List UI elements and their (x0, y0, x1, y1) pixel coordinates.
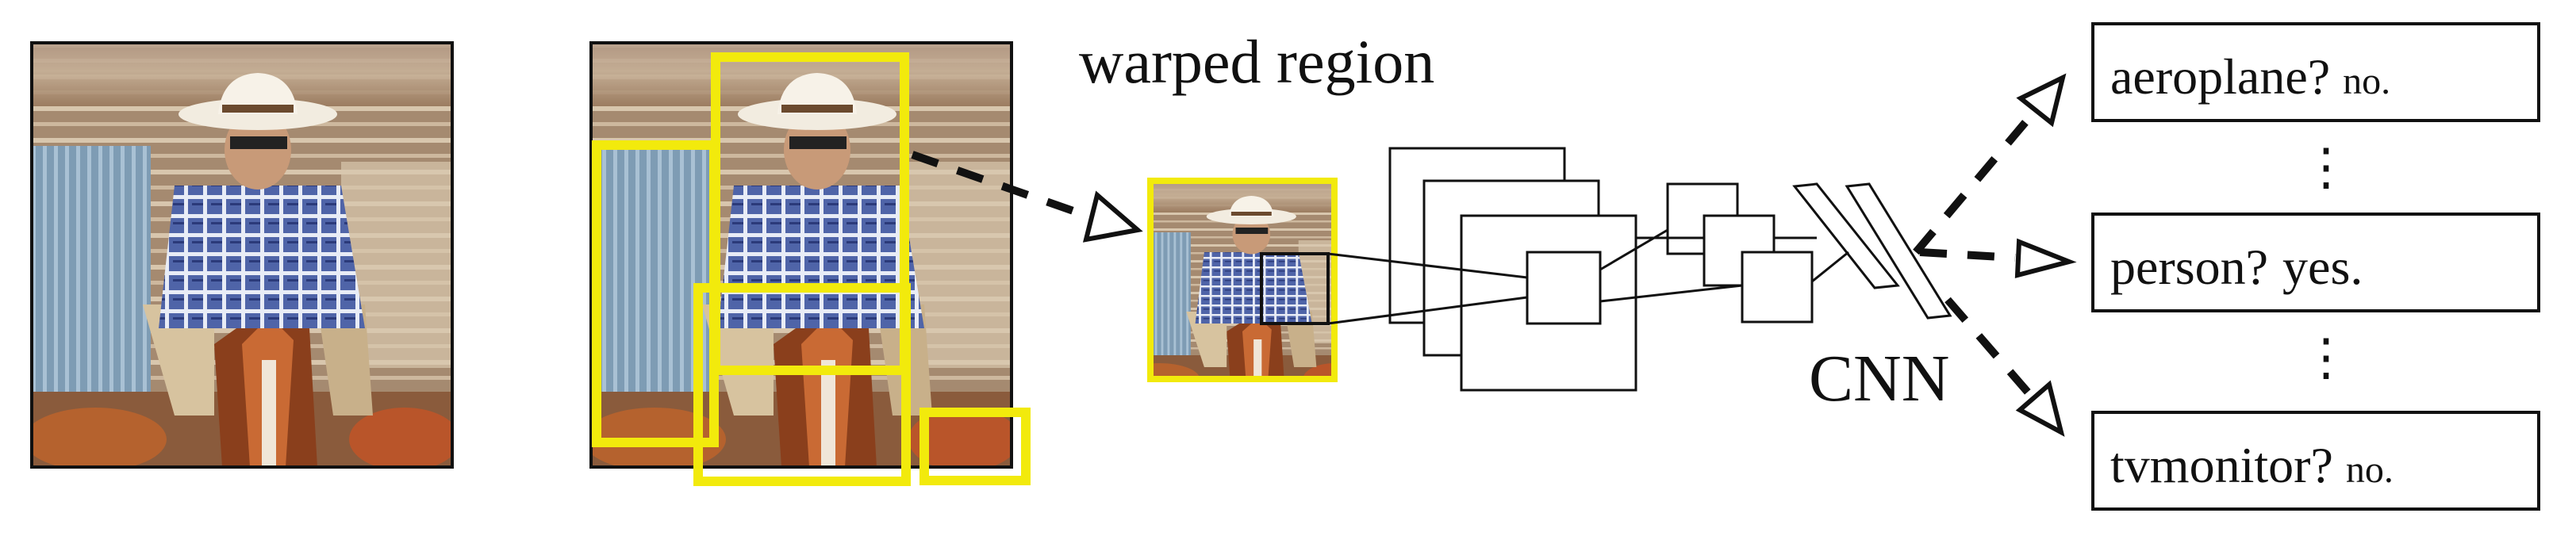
output-person: person? yes. (2091, 213, 2540, 312)
arrow-head-icon (2014, 238, 2077, 278)
cnn-diagram (1327, 147, 1952, 392)
output-box (2091, 213, 2540, 312)
rider-on-horse-photo-icon (32, 43, 452, 467)
output-label: person? yes. (2110, 239, 2363, 295)
cnn-label: CNN (1809, 342, 1949, 416)
arrow-head-icon (2016, 73, 2067, 128)
ellipsis-icon: ⋮ (2301, 329, 2351, 385)
region-proposals-image (589, 41, 1031, 486)
region-proposal-box (919, 408, 1031, 485)
ellipsis-icon: ⋮ (2301, 139, 2351, 195)
output-label: tvmonitor? no. (2110, 437, 2394, 493)
receptive-field-box (1260, 252, 1330, 325)
projection-line (1327, 252, 1528, 279)
rider-on-horse-photo-icon (591, 43, 1012, 467)
projection-line (1599, 284, 1743, 303)
region-image-frame (589, 41, 1013, 469)
arrow-head-icon (2015, 380, 2065, 437)
input-image (30, 41, 454, 469)
input-image-frame (30, 41, 454, 469)
region-proposal-box (693, 283, 911, 486)
pool-layer-3 (1741, 251, 1814, 324)
fc-layer-2 (1845, 182, 1952, 320)
warped-region-label: warped region (1079, 27, 1434, 96)
warped-region-frame (1147, 178, 1338, 382)
extract-arrow (911, 151, 1143, 243)
conv-inner-window (1526, 251, 1602, 325)
projection-line (1327, 296, 1528, 325)
region-proposal-box (592, 140, 719, 447)
output-box (2091, 22, 2540, 122)
output-tvmonitor: tvmonitor? no. (2091, 411, 2540, 511)
projection-line (1811, 251, 1849, 283)
warped-region-image (1147, 178, 1338, 382)
output-box (2091, 411, 2540, 511)
output-label: aeroplane? no. (2110, 48, 2390, 105)
arrow-head-icon (1082, 190, 1143, 243)
projection-line (1599, 228, 1668, 271)
output-aeroplane: aeroplane? no. (2091, 22, 2540, 122)
classification-arrows (1913, 73, 2077, 437)
